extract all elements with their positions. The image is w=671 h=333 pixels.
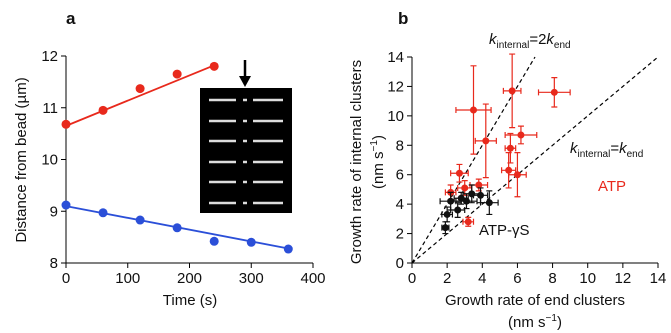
point (482, 137, 489, 144)
reference-line (412, 57, 658, 263)
eq: = (610, 140, 619, 157)
panel-label: b (398, 9, 408, 28)
point (507, 145, 514, 152)
point (210, 62, 219, 71)
point (468, 190, 475, 197)
x-tick-label: 0 (408, 270, 416, 287)
point (173, 223, 182, 232)
x-tick-label: 0 (62, 270, 70, 287)
point (465, 218, 472, 225)
eq: =2 (529, 31, 546, 48)
x-axis-unit: (nm s−1) (508, 313, 562, 331)
y-tick-label: 12 (387, 78, 404, 95)
y-tick-label: 2 (396, 226, 404, 243)
series-label: ATP-γS (479, 222, 530, 239)
inset-image (200, 88, 292, 213)
ref-line-label: kinternal=kend (570, 140, 643, 160)
x-tick-label: 14 (650, 270, 667, 287)
point (517, 131, 524, 138)
point (477, 192, 484, 199)
x-axis-title: Time (s) (163, 292, 217, 309)
figure: a Time (s) Distance from bead (µm) b Gro… (0, 0, 671, 333)
y-tick-label: 4 (396, 196, 404, 213)
point (454, 207, 461, 214)
point (551, 89, 558, 96)
point (514, 171, 521, 178)
y-tick-label: 10 (41, 152, 58, 169)
y-tick-label: 8 (396, 137, 404, 154)
point (461, 184, 468, 191)
point (62, 201, 71, 210)
point (284, 245, 293, 254)
y-axis-unit: (nm s−1) (369, 135, 387, 189)
y-axis-title: Growth rate of internal clusters (348, 60, 365, 264)
point (62, 120, 71, 129)
series-label: ATP (598, 178, 626, 195)
y-tick-label: 8 (50, 255, 58, 272)
x-tick-label: 2 (443, 270, 451, 287)
y-tick-label: 6 (396, 167, 404, 184)
subscript: end (554, 40, 571, 51)
point (136, 84, 145, 93)
x-tick-label: 10 (579, 270, 596, 287)
unit: ) (557, 314, 562, 331)
point (173, 70, 182, 79)
point (99, 208, 108, 217)
x-tick-label: 4 (478, 270, 486, 287)
point (99, 106, 108, 115)
point (442, 224, 449, 231)
point (447, 198, 454, 205)
point (470, 106, 477, 113)
unit-sup: −1 (369, 140, 380, 152)
x-tick-label: 8 (548, 270, 556, 287)
unit: (nm s (370, 151, 387, 189)
point (456, 170, 463, 177)
point (210, 237, 219, 246)
arrow (239, 60, 251, 87)
x-tick-label: 200 (177, 270, 202, 287)
unit: (nm s (508, 314, 546, 331)
y-axis-title: Distance from bead (µm) (13, 77, 30, 242)
x-tick-label: 6 (513, 270, 521, 287)
y-tick-label: 9 (50, 203, 58, 220)
y-tick-label: 10 (387, 108, 404, 125)
y-tick-label: 14 (387, 49, 404, 66)
x-axis-title: Growth rate of end clusters (445, 292, 625, 309)
point (509, 87, 516, 94)
subscript: internal (578, 149, 611, 160)
x-tick-label: 400 (300, 270, 325, 287)
point (486, 199, 493, 206)
point (247, 238, 256, 247)
x-tick-label: 300 (239, 270, 264, 287)
y-tick-label: 11 (42, 100, 58, 117)
x-tick-label: 12 (615, 270, 632, 287)
y-tick-label: 12 (41, 48, 58, 65)
y-tick-label: 0 (396, 255, 404, 272)
point (458, 195, 465, 202)
ref-line-label: kinternal=2kend (489, 31, 571, 51)
point (136, 216, 145, 225)
panel-label: a (66, 9, 76, 28)
unit: ) (370, 135, 387, 140)
unit-sup: −1 (546, 313, 558, 324)
subscript: internal (497, 40, 530, 51)
x-tick-label: 100 (115, 270, 140, 287)
fit-line (66, 65, 214, 126)
point (444, 211, 451, 218)
subscript: end (627, 149, 644, 160)
